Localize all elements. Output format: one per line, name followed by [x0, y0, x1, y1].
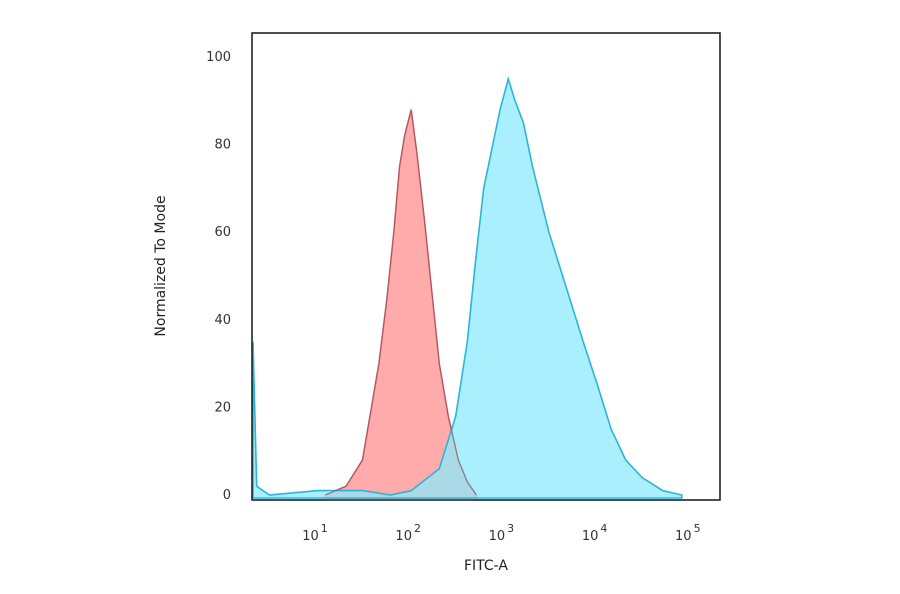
y-tick-label: 20: [214, 400, 231, 415]
x-tick-label: 104: [582, 522, 608, 544]
y-tick-label: 100: [206, 50, 231, 65]
x-axis-label: FITC-A: [464, 558, 508, 574]
plot-area: [252, 75, 683, 499]
x-tick-label: 101: [302, 522, 328, 544]
y-tick-label: 80: [214, 138, 231, 153]
x-tick-label: 102: [395, 522, 421, 544]
y-tick-label: 40: [214, 313, 231, 328]
y-axis-ticks: 0 20 40 60 80 100: [206, 50, 231, 503]
x-tick-label: 103: [489, 522, 515, 544]
isotype-control-outline: [325, 109, 477, 496]
y-axis-label: Normalized To Mode: [153, 195, 169, 336]
plot-frame: [251, 32, 721, 501]
y-tick-label: 60: [214, 225, 231, 240]
x-tick-label: 105: [675, 522, 701, 544]
antibody-histogram: [252, 75, 683, 499]
y-tick-label: 0: [223, 488, 231, 503]
x-axis-ticks: 101 102 103 104 105: [302, 522, 700, 544]
